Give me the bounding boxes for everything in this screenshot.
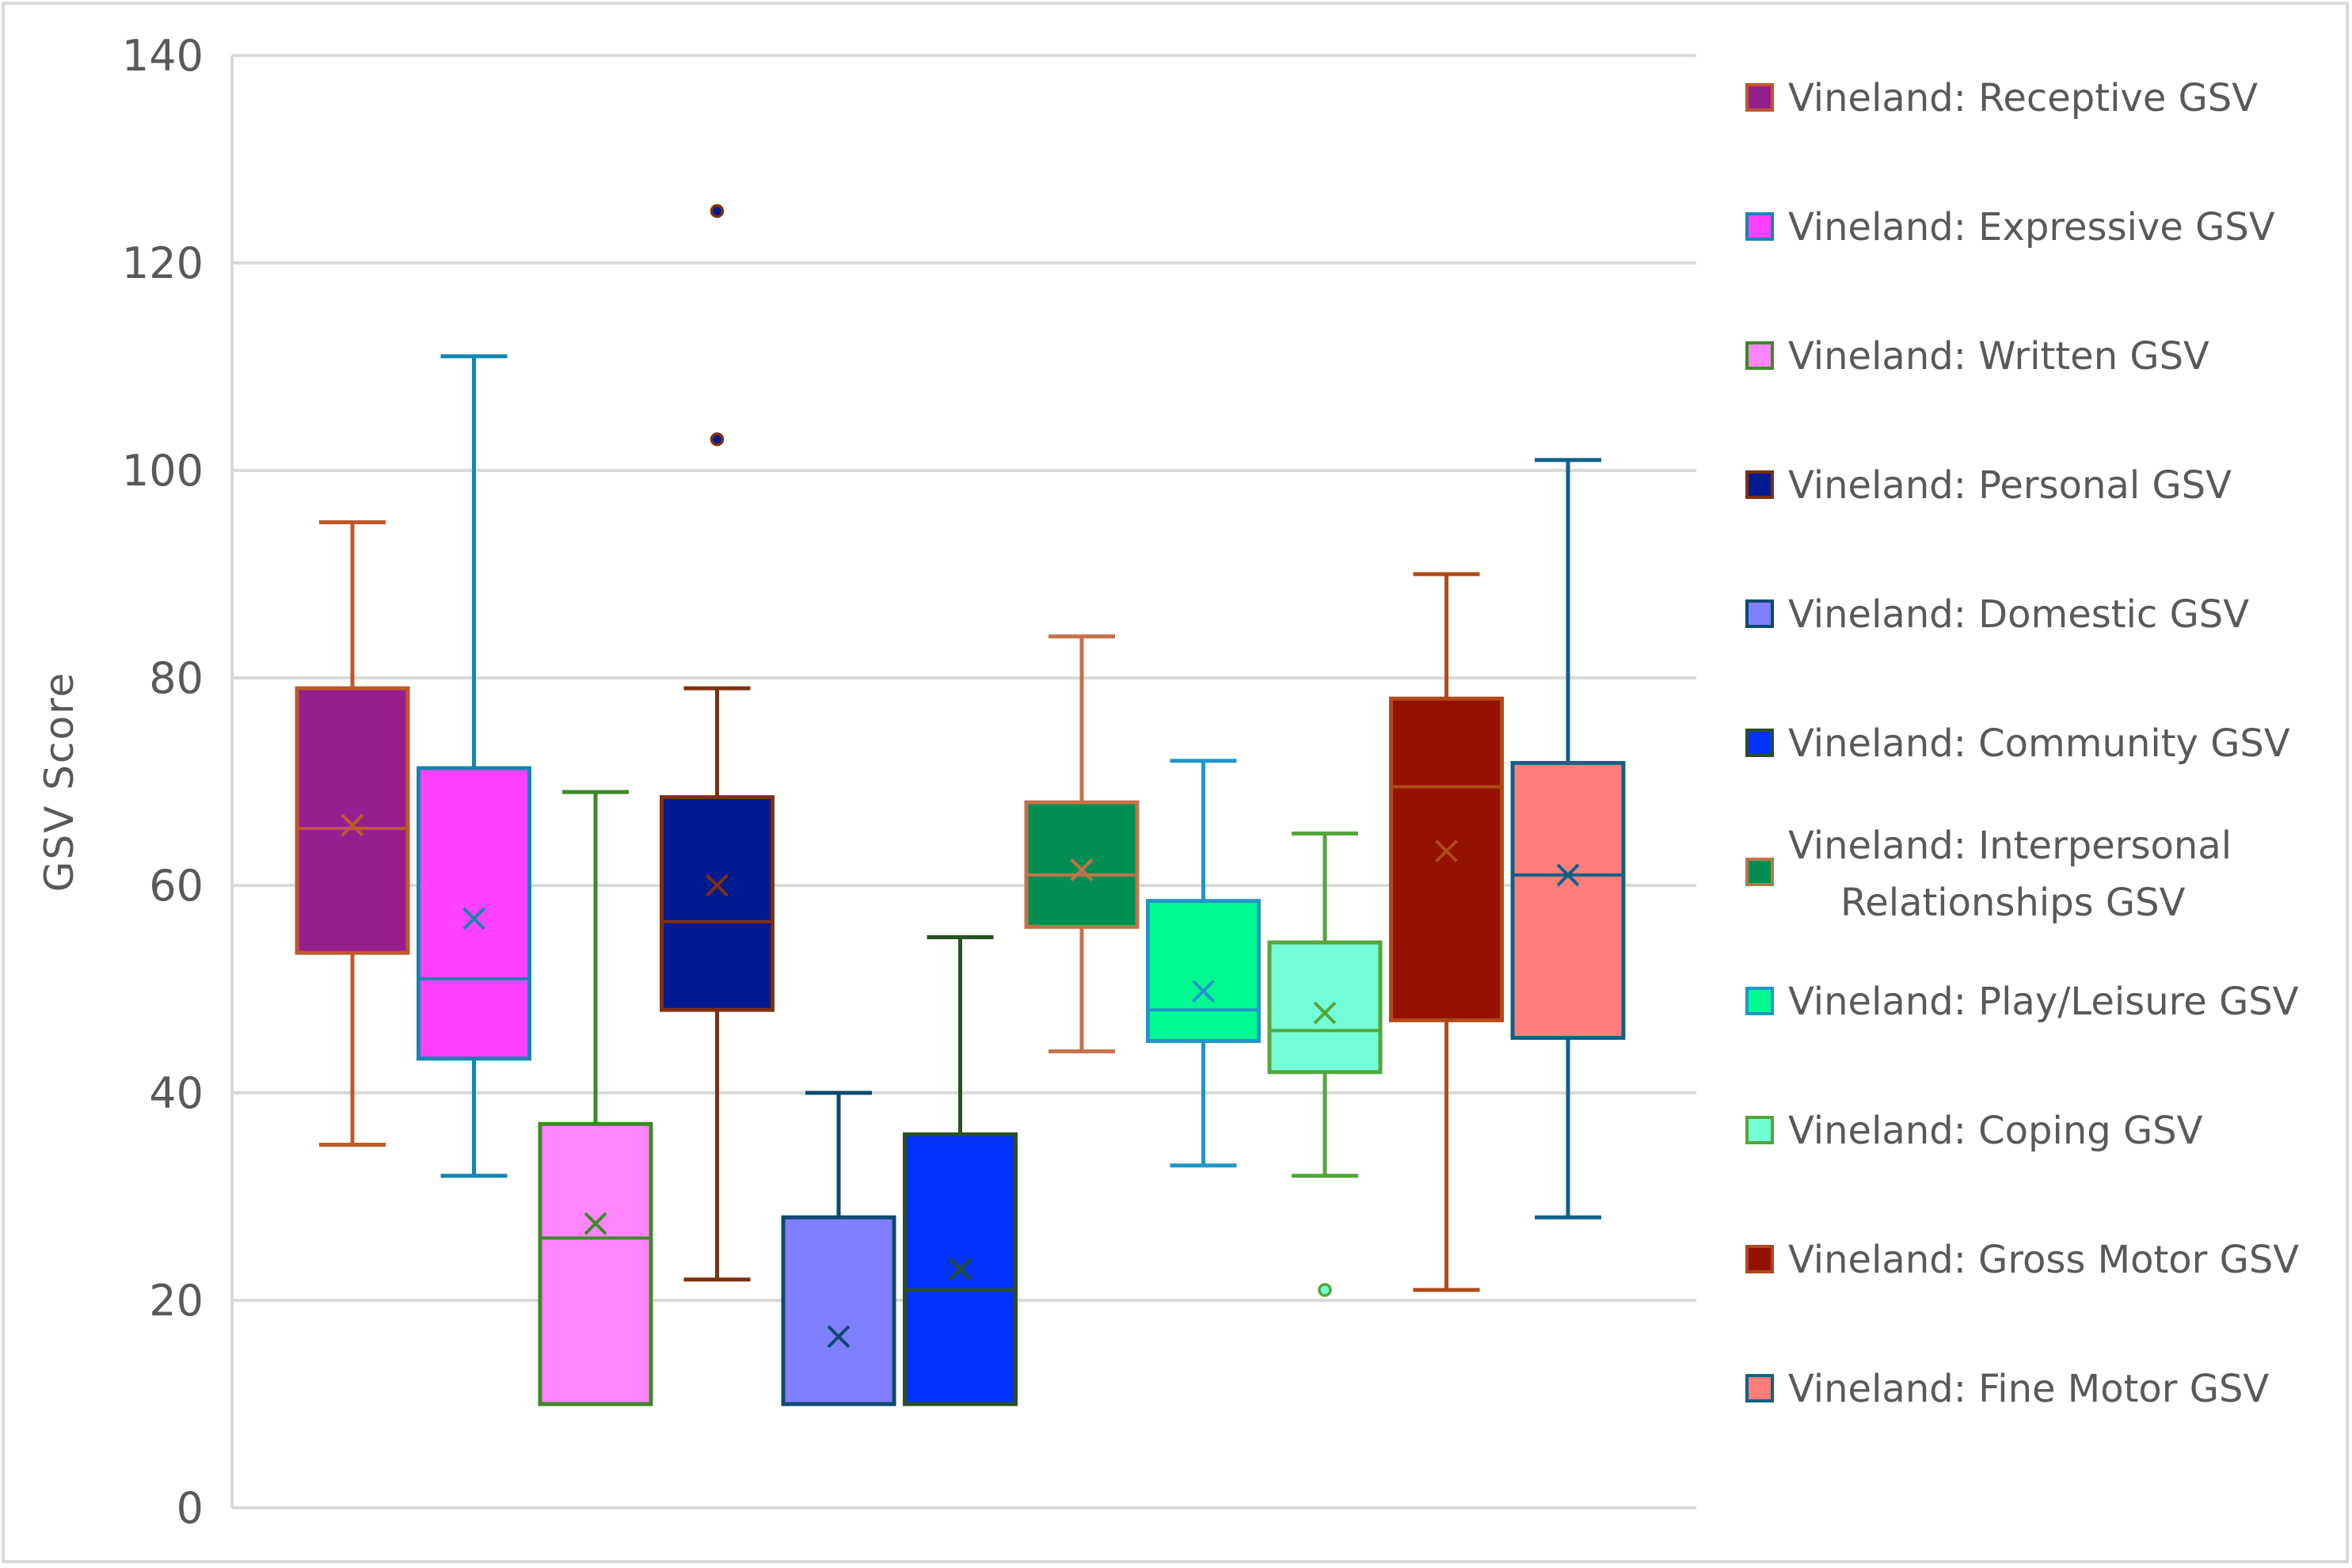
legend-item: Vineland: Interpersonal Relationships GSV [1745, 824, 2232, 925]
box-vineland-receptive-gsv [295, 520, 410, 1147]
legend-item: Vineland: Expressive GSV [1745, 205, 2275, 249]
y-tick-label: 140 [122, 31, 204, 81]
y-tick-label: 20 [149, 1276, 204, 1326]
box-vineland-coping-gsv [1267, 832, 1383, 1297]
box-vineland-interpersonal-relationships-gsv [1024, 634, 1140, 1054]
legend-marker [1745, 987, 1774, 1015]
mean-marker [341, 813, 364, 837]
iqr-box [417, 766, 531, 1061]
legend-marker [1745, 1116, 1774, 1144]
legend-item: Vineland: Domestic GSV [1745, 592, 2249, 637]
box-vineland-written-gsv [538, 790, 653, 1406]
box-vineland-domestic-gsv [781, 1090, 896, 1406]
mean-marker [1313, 1001, 1337, 1025]
legend-item: Vineland: Receptive GSV [1745, 76, 2258, 120]
legend-marker [1745, 470, 1774, 499]
legend-label: Vineland: Domestic GSV [1788, 592, 2249, 637]
legend-label: Vineland: Personal GSV [1788, 463, 2232, 508]
legend-label: Vineland: Community GSV [1788, 721, 2290, 766]
legend-marker [1745, 341, 1774, 370]
box-vineland-fine-motor-gsv [1510, 458, 1626, 1220]
iqr-box [1510, 760, 1626, 1041]
legend-label: Vineland: Written GSV [1788, 334, 2209, 379]
legend-item: Vineland: Community GSV [1745, 721, 2290, 766]
y-axis-ticks: 0 20 40 60 80 100 120 140 [122, 31, 204, 1533]
legend-item: Vineland: Personal GSV [1745, 463, 2232, 508]
mean-marker [827, 1325, 851, 1349]
mean-marker [1192, 980, 1215, 1003]
legend-label: Vineland: Expressive GSV [1788, 205, 2275, 249]
y-tick-label: 60 [149, 861, 204, 911]
iqr-box [295, 686, 410, 955]
iqr-box [1146, 899, 1261, 1044]
legend-item: Vineland: Coping GSV [1745, 1109, 2203, 1153]
legend-label: Relationships GSV [1840, 881, 2186, 925]
legend-item: Vineland: Fine Motor GSV [1745, 1367, 2269, 1411]
legend-item: Vineland: Written GSV [1745, 334, 2209, 379]
y-tick-label: 40 [149, 1068, 204, 1118]
legend-label: Vineland: Fine Motor GSV [1788, 1367, 2269, 1411]
box-vineland-gross-motor-gsv [1389, 572, 1504, 1292]
y-axis-title: GSV Score [36, 672, 82, 892]
boxes [295, 204, 1626, 1406]
legend-label: Vineland: Receptive GSV [1788, 76, 2258, 120]
iqr-box [1389, 696, 1504, 1022]
legend-marker [1745, 212, 1774, 241]
legend-label: Vineland: Play/Leisure GSV [1788, 980, 2299, 1024]
legend-marker [1745, 1374, 1774, 1402]
iqr-box [1024, 800, 1140, 929]
legend-item: Vineland: Gross Motor GSV [1745, 1238, 2299, 1282]
legend-marker [1745, 1245, 1774, 1273]
legend: Vineland: Receptive GSV Vineland: Express… [1745, 76, 2299, 1411]
box-vineland-personal-gsv [660, 204, 774, 1282]
mean-marker [584, 1212, 607, 1235]
y-tick-label: 120 [122, 238, 204, 288]
iqr-box [538, 1121, 653, 1406]
iqr-box [903, 1132, 1018, 1406]
mean-marker [1070, 858, 1094, 881]
outlier-point [710, 204, 725, 219]
box-vineland-expressive-gsv [417, 354, 531, 1178]
legend-marker [1745, 858, 1774, 886]
legend-label: Vineland: Coping GSV [1788, 1109, 2203, 1153]
legend-item: Vineland: Play/Leisure GSV [1745, 980, 2299, 1024]
iqr-box [1267, 940, 1383, 1075]
iqr-box [660, 795, 774, 1012]
legend-marker [1745, 729, 1774, 757]
gridlines [230, 54, 1696, 1509]
mean-marker [706, 873, 729, 897]
outlier-point [710, 432, 725, 447]
y-tick-label: 80 [149, 653, 204, 703]
y-tick-label: 100 [122, 446, 204, 496]
mean-marker [949, 1258, 972, 1281]
legend-label: Vineland: Gross Motor GSV [1788, 1238, 2299, 1282]
mean-marker [1435, 839, 1458, 863]
y-tick-label: 0 [177, 1483, 204, 1533]
legend-marker [1745, 599, 1774, 628]
legend-marker [1745, 83, 1774, 112]
iqr-box [781, 1215, 896, 1406]
box-vineland-play-leisure-gsv [1146, 759, 1261, 1168]
mean-marker [462, 907, 485, 931]
outlier-point [1318, 1283, 1332, 1297]
legend-label: Vineland: Interpersonal [1788, 824, 2232, 868]
box-vineland-community-gsv [903, 935, 1018, 1406]
mean-marker [1556, 863, 1580, 887]
